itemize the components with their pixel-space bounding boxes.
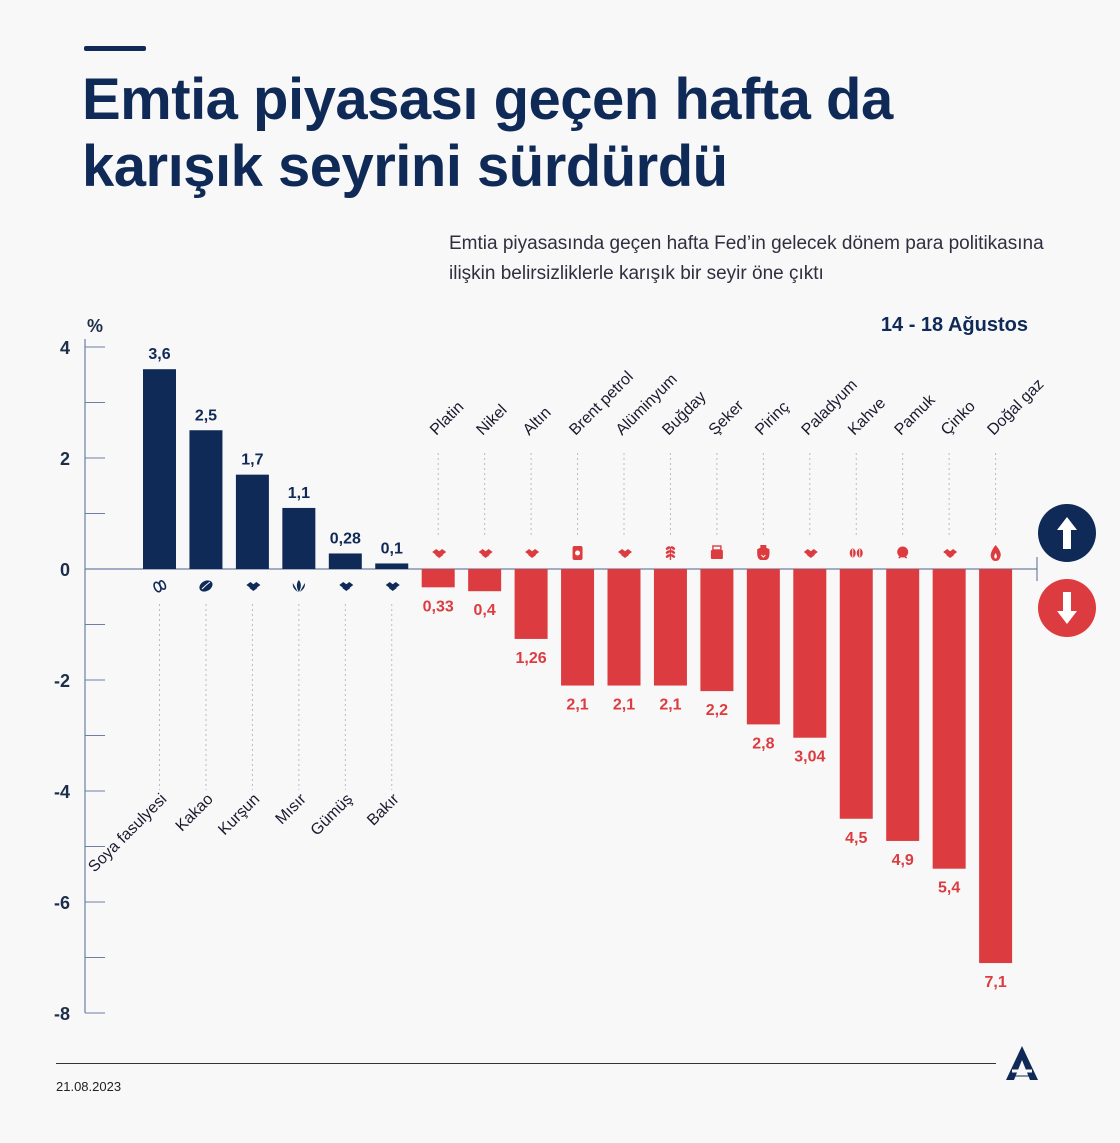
bar-14 (746, 569, 780, 725)
value-label: 2,1 (566, 697, 588, 714)
coffee-beans-icon (849, 548, 863, 558)
bar-11 (607, 569, 641, 686)
category-label: Çinko (938, 398, 979, 439)
value-label: 3,6 (148, 346, 170, 363)
category-label: Mısır (273, 790, 311, 828)
value-label: 4,5 (845, 830, 867, 847)
value-label: 0,28 (330, 530, 361, 547)
y-axis-unit: % (87, 316, 104, 336)
bar-17 (886, 569, 920, 841)
value-label: 2,5 (195, 407, 217, 424)
category-label: Şeker (706, 397, 748, 439)
value-label: 0,1 (381, 540, 403, 557)
value-label: 5,4 (938, 880, 960, 897)
bar-12 (653, 569, 687, 686)
value-label: 0,33 (423, 598, 454, 615)
rice-sack-icon (757, 545, 770, 560)
bar-4 (282, 507, 316, 569)
value-label: 1,1 (288, 485, 310, 502)
value-label: 2,8 (752, 735, 774, 752)
category-label: Altın (520, 404, 555, 439)
value-label: 3,04 (794, 749, 825, 766)
arrow-up-icon (1038, 504, 1096, 562)
bar-15 (793, 569, 827, 738)
y-tick-label: -2 (54, 671, 70, 691)
date-range: 14 - 18 Ağustos (880, 314, 1028, 336)
cocoa-icon (199, 580, 213, 592)
bar-19 (979, 569, 1013, 964)
corn-icon (292, 580, 305, 592)
bar-13 (700, 569, 734, 692)
oil-barrel-icon (572, 546, 583, 560)
bar-9 (514, 569, 548, 639)
metal-bars-icon (432, 549, 447, 558)
value-label: 4,9 (892, 852, 914, 869)
bar-10 (561, 569, 595, 686)
metal-bars-icon (478, 549, 493, 558)
value-label: 2,2 (706, 702, 728, 719)
category-label: Gümüş (308, 791, 356, 839)
value-label: 0,4 (474, 602, 496, 619)
value-label: 7,1 (984, 974, 1006, 991)
cotton-icon (897, 546, 909, 559)
category-label: Bakır (364, 790, 403, 829)
metal-bars-icon (385, 582, 400, 591)
category-label: Platin (427, 399, 467, 439)
category-label: Doğal gaz (984, 376, 1047, 439)
y-tick-label: 4 (60, 338, 70, 358)
bar-1 (143, 369, 176, 569)
bar-5 (328, 553, 362, 569)
page-title: Emtia piyasası geçen hafta da karışık se… (82, 67, 893, 199)
metal-bars-icon (246, 582, 261, 591)
y-tick-label: -8 (54, 1004, 70, 1024)
wheat-icon (665, 546, 676, 560)
category-label: Pirinç (752, 399, 792, 439)
title-accent-bar (84, 46, 146, 51)
value-label: 2,1 (659, 697, 681, 714)
category-label: Kurşun (215, 791, 263, 839)
bar-18 (932, 569, 966, 869)
metal-bars-icon (525, 549, 540, 558)
value-label: 1,26 (516, 650, 547, 667)
category-label: Pamuk (892, 391, 940, 439)
bar-16 (839, 569, 873, 819)
value-label: 1,7 (241, 452, 263, 469)
soybean-icon (153, 579, 167, 593)
value-label: 2,1 (613, 697, 635, 714)
sugar-icon (710, 545, 723, 559)
category-label: Kahve (845, 395, 889, 439)
y-tick-label: 0 (60, 560, 70, 580)
bar-7 (421, 569, 455, 588)
metal-bars-icon (618, 549, 632, 558)
bar-6 (375, 563, 409, 569)
bar-2 (189, 430, 223, 569)
bar-8 (468, 569, 502, 592)
bar-3 (235, 474, 269, 569)
gas-flame-icon (990, 545, 1001, 561)
metal-bars-icon (339, 582, 354, 591)
page-subtitle: Emtia piyasasında geçen hafta Fed’in gel… (449, 233, 1044, 284)
footer-divider (56, 1063, 996, 1064)
category-label: Nikel (473, 402, 510, 439)
aa-logo-icon (1006, 1046, 1038, 1080)
y-tick-label: -4 (54, 782, 70, 802)
publish-date: 21.08.2023 (56, 1079, 122, 1094)
arrow-down-icon (1038, 579, 1096, 637)
y-tick-label: -6 (54, 893, 70, 913)
category-label: Kakao (173, 791, 217, 835)
metal-bars-icon (943, 549, 958, 558)
category-label: Soya fasulyesi (85, 791, 170, 876)
y-tick-label: 2 (60, 449, 70, 469)
metal-bars-icon (803, 549, 818, 558)
